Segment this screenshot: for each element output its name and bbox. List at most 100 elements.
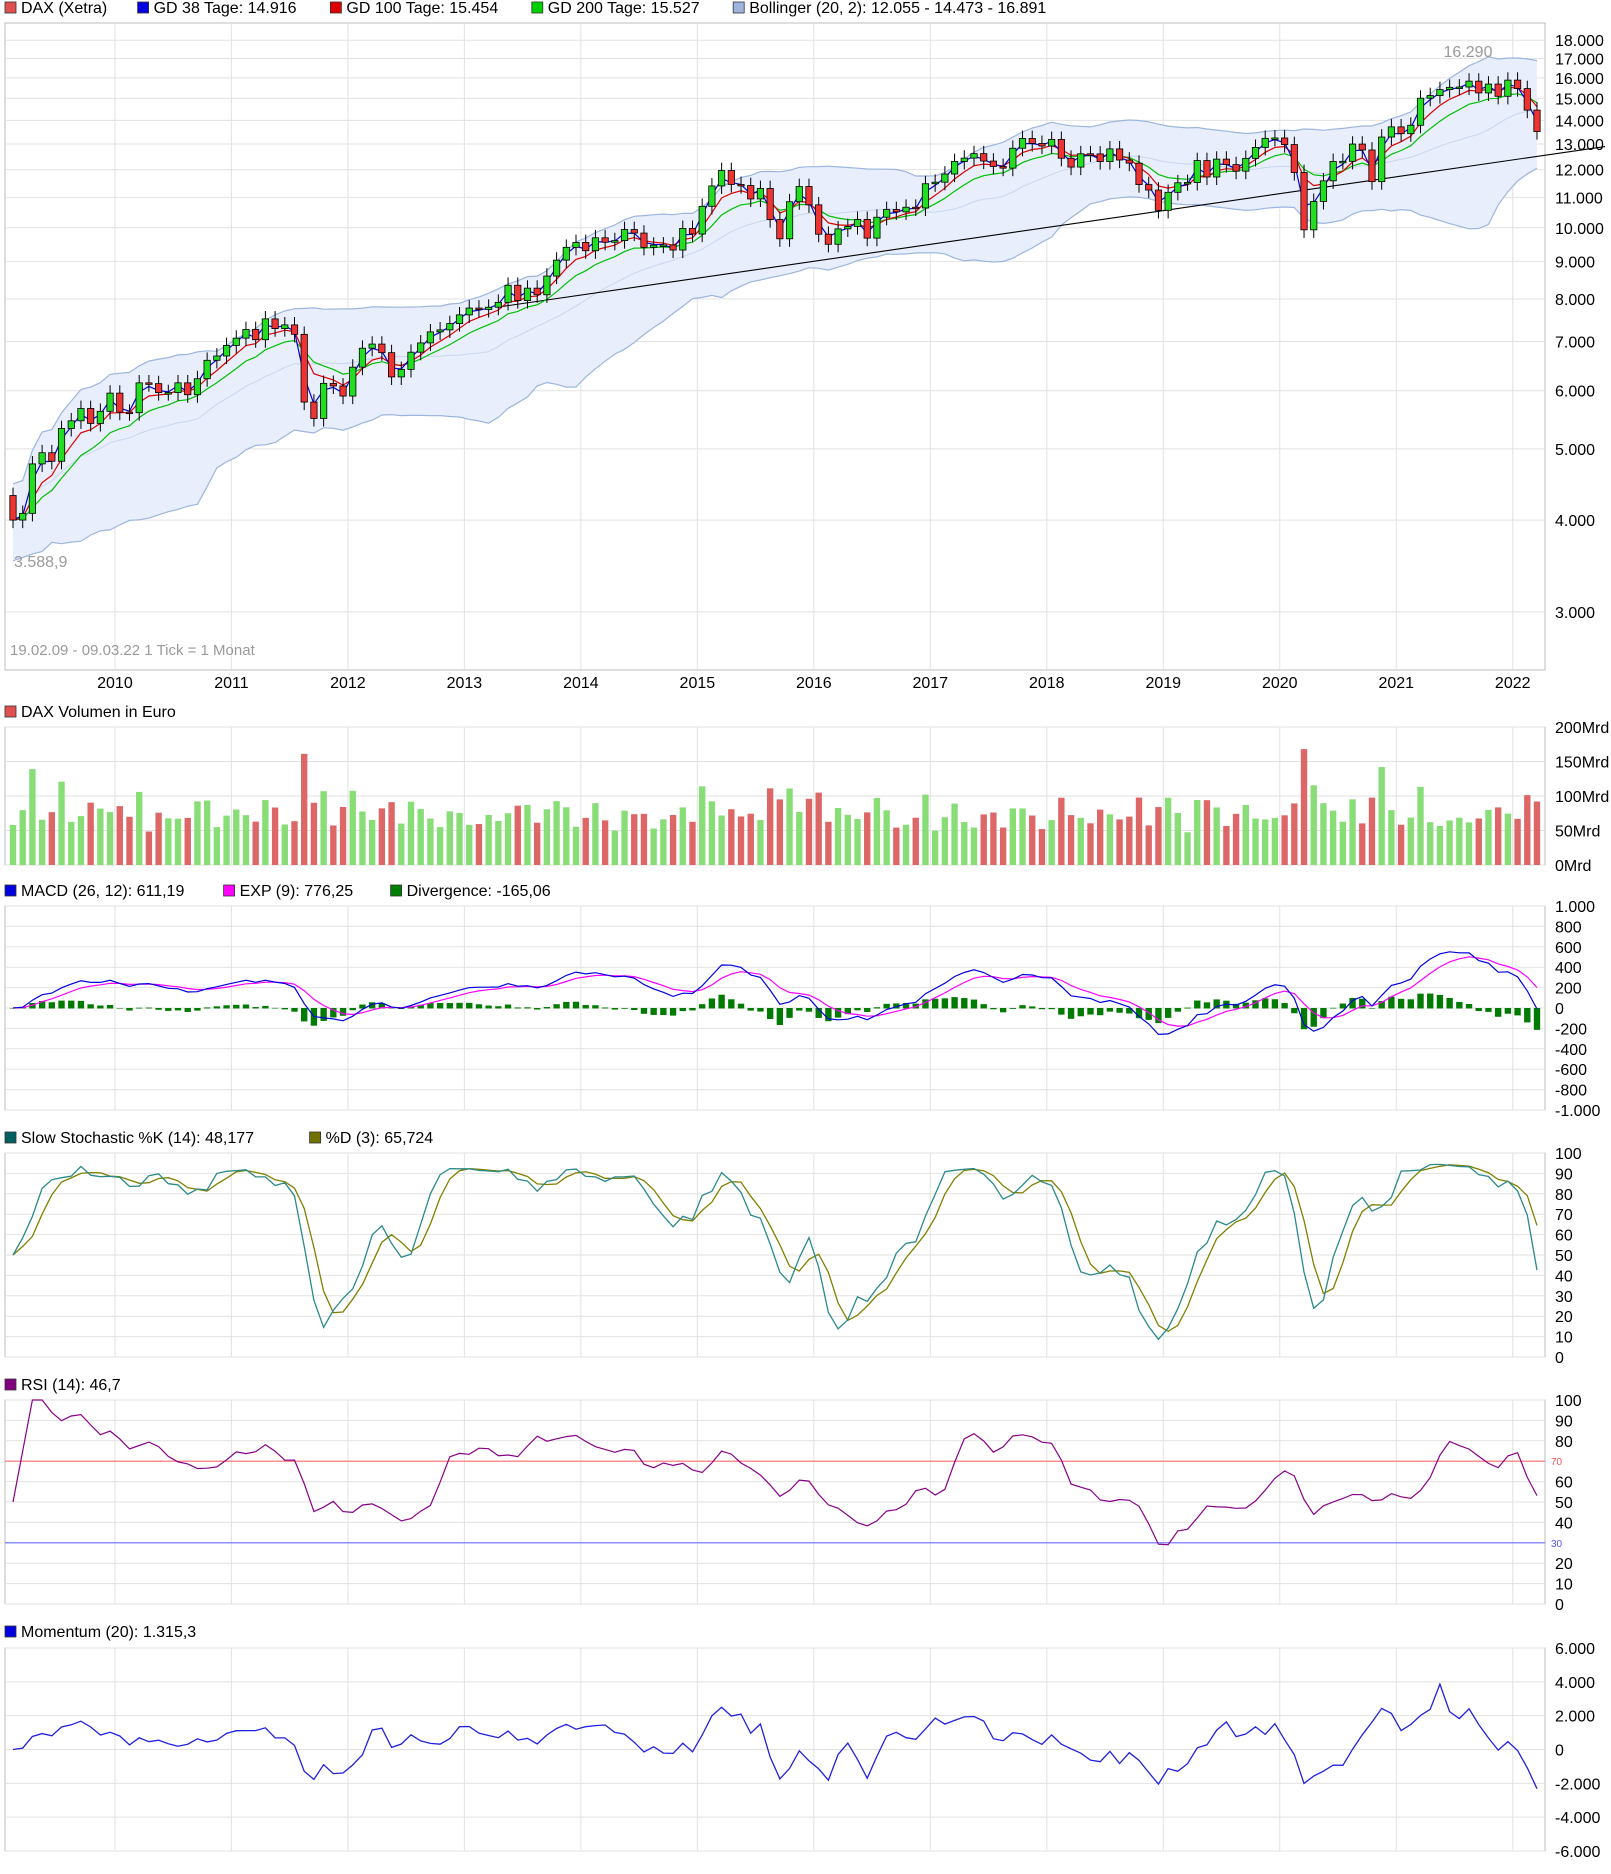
candle-body [1504, 79, 1512, 97]
candle-body [281, 324, 289, 329]
volume-bar [1174, 812, 1182, 865]
rsi-tick-label: 20 [1555, 1556, 1573, 1573]
rsi-tick-label: 10 [1555, 1577, 1573, 1594]
candle [562, 239, 570, 269]
candle-body [1329, 161, 1337, 182]
volume-bar [737, 816, 745, 865]
divergence-bar [1320, 1008, 1327, 1019]
price-tick-label: 11.000 [1555, 190, 1603, 207]
candle [1203, 152, 1211, 186]
volume-bar [281, 824, 288, 865]
divergence-bar [58, 1000, 65, 1009]
divergence-bar [136, 1007, 143, 1009]
volume-bar [1485, 809, 1492, 865]
volume-bar [912, 817, 919, 865]
candle-body [1523, 88, 1531, 111]
stoch-tick-label: 100 [1555, 1146, 1582, 1163]
candle [1271, 130, 1279, 147]
candle-body [1086, 153, 1095, 156]
year-label: 2012 [330, 675, 366, 692]
divergence-bar [233, 1004, 240, 1009]
volume-bar [825, 821, 832, 865]
candle [553, 252, 561, 285]
candle [1164, 184, 1172, 219]
volume-bar [1271, 817, 1279, 865]
candle [1018, 130, 1027, 157]
divergence-bar [1417, 993, 1424, 1009]
momentum-tick-label: 6.000 [1555, 1641, 1595, 1658]
volume-bar [854, 819, 861, 865]
volume-legend-label: DAX Volumen in Euro [21, 704, 176, 721]
volume-bar [203, 800, 211, 865]
divergence-bar [174, 1008, 182, 1011]
volume-bar [262, 800, 269, 865]
candle-body [1164, 191, 1172, 211]
candle [145, 374, 153, 392]
candle [650, 237, 658, 256]
candle [193, 370, 202, 403]
divergence-bar [1475, 1008, 1482, 1012]
candle-body [174, 382, 182, 393]
volume-bar [407, 801, 415, 865]
divergence-bar [815, 1008, 822, 1018]
divergence-bar [1029, 1006, 1036, 1009]
candle-body [19, 512, 27, 521]
divergence-bar [1252, 1000, 1259, 1009]
rsi-tick-label: 90 [1555, 1413, 1573, 1430]
volume-bar [1232, 813, 1240, 865]
price-legend-swatch [4, 1, 17, 14]
candle [1397, 118, 1405, 142]
candle-body [38, 452, 46, 465]
candle-body [795, 186, 803, 203]
candle [67, 412, 75, 437]
divergence-bar [922, 999, 929, 1009]
candle [407, 344, 415, 378]
divergence-bar [281, 1008, 288, 1010]
candle [1494, 76, 1502, 105]
volume-bar [77, 816, 85, 865]
candle [572, 234, 580, 256]
candle [523, 280, 532, 309]
candle [1057, 131, 1065, 167]
candle [1213, 151, 1221, 186]
volume-bar [213, 827, 221, 865]
candle [1183, 174, 1192, 191]
candle [87, 400, 95, 432]
candle [931, 174, 939, 192]
volume-bar [19, 810, 26, 865]
candle [514, 277, 522, 309]
macd-tick-label: -400 [1555, 1042, 1587, 1059]
candle-body [1067, 157, 1075, 168]
volume-bar [174, 818, 182, 865]
candle-body [1455, 86, 1463, 89]
volume-bar [689, 821, 696, 865]
momentum-legend-label: Momentum (20): 1.315,3 [21, 1624, 196, 1641]
candle [1329, 153, 1337, 189]
volume-bar [1029, 815, 1036, 865]
candle [1242, 150, 1250, 180]
candle [184, 374, 192, 403]
candle-body [378, 343, 386, 354]
volume-bar [1194, 800, 1201, 865]
candle-body [844, 226, 852, 230]
volume-bar [844, 814, 851, 865]
volume-bar [310, 802, 318, 865]
candle-body [941, 173, 949, 183]
candle-body [1271, 137, 1279, 140]
candle [1455, 79, 1463, 96]
candle-body [921, 183, 930, 209]
volume-bar [1494, 807, 1502, 865]
divergence-bar [611, 1008, 619, 1010]
volume-bar [524, 804, 531, 865]
rsi-tick-label: 100 [1555, 1393, 1582, 1410]
volume-bar [301, 753, 308, 865]
candle-body [1465, 80, 1473, 88]
candle [989, 153, 997, 175]
candle-body [562, 246, 570, 261]
candle-body [203, 359, 211, 380]
volume-legend-swatch [4, 705, 17, 718]
volume-bar [893, 827, 900, 865]
candle-body [1368, 149, 1376, 183]
candle [1009, 140, 1017, 177]
divergence-bar [38, 1000, 46, 1009]
